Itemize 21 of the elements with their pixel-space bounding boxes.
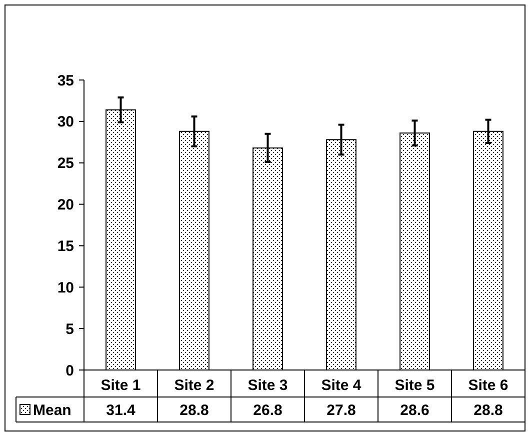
y-tick-label: 0 [66,362,74,380]
y-tick-label: 10 [57,279,74,296]
data-label: 31.4 [106,402,136,419]
x-tick-label: Site 5 [394,376,435,394]
data-label: 26.8 [253,402,282,419]
x-tick-label: Site 6 [468,376,508,394]
x-tick-label: Site 3 [248,376,288,394]
y-tick-label: 25 [57,155,74,172]
data-label: 28.8 [474,402,503,419]
data-label: 28.8 [180,402,209,419]
legend-label: Mean [33,402,72,419]
y-tick-label: 5 [66,320,74,338]
y-tick-label: 30 [57,114,74,131]
data-label: 27.8 [326,402,356,419]
x-tick-label: Site 4 [321,376,362,394]
y-tick-label: 15 [57,238,74,255]
x-tick-label: Site 2 [174,376,214,394]
x-tick-label: Site 1 [100,376,141,394]
data-label: 28.6 [400,402,430,419]
y-tick-label: 20 [57,196,74,214]
y-tick-label: 35 [57,72,74,90]
